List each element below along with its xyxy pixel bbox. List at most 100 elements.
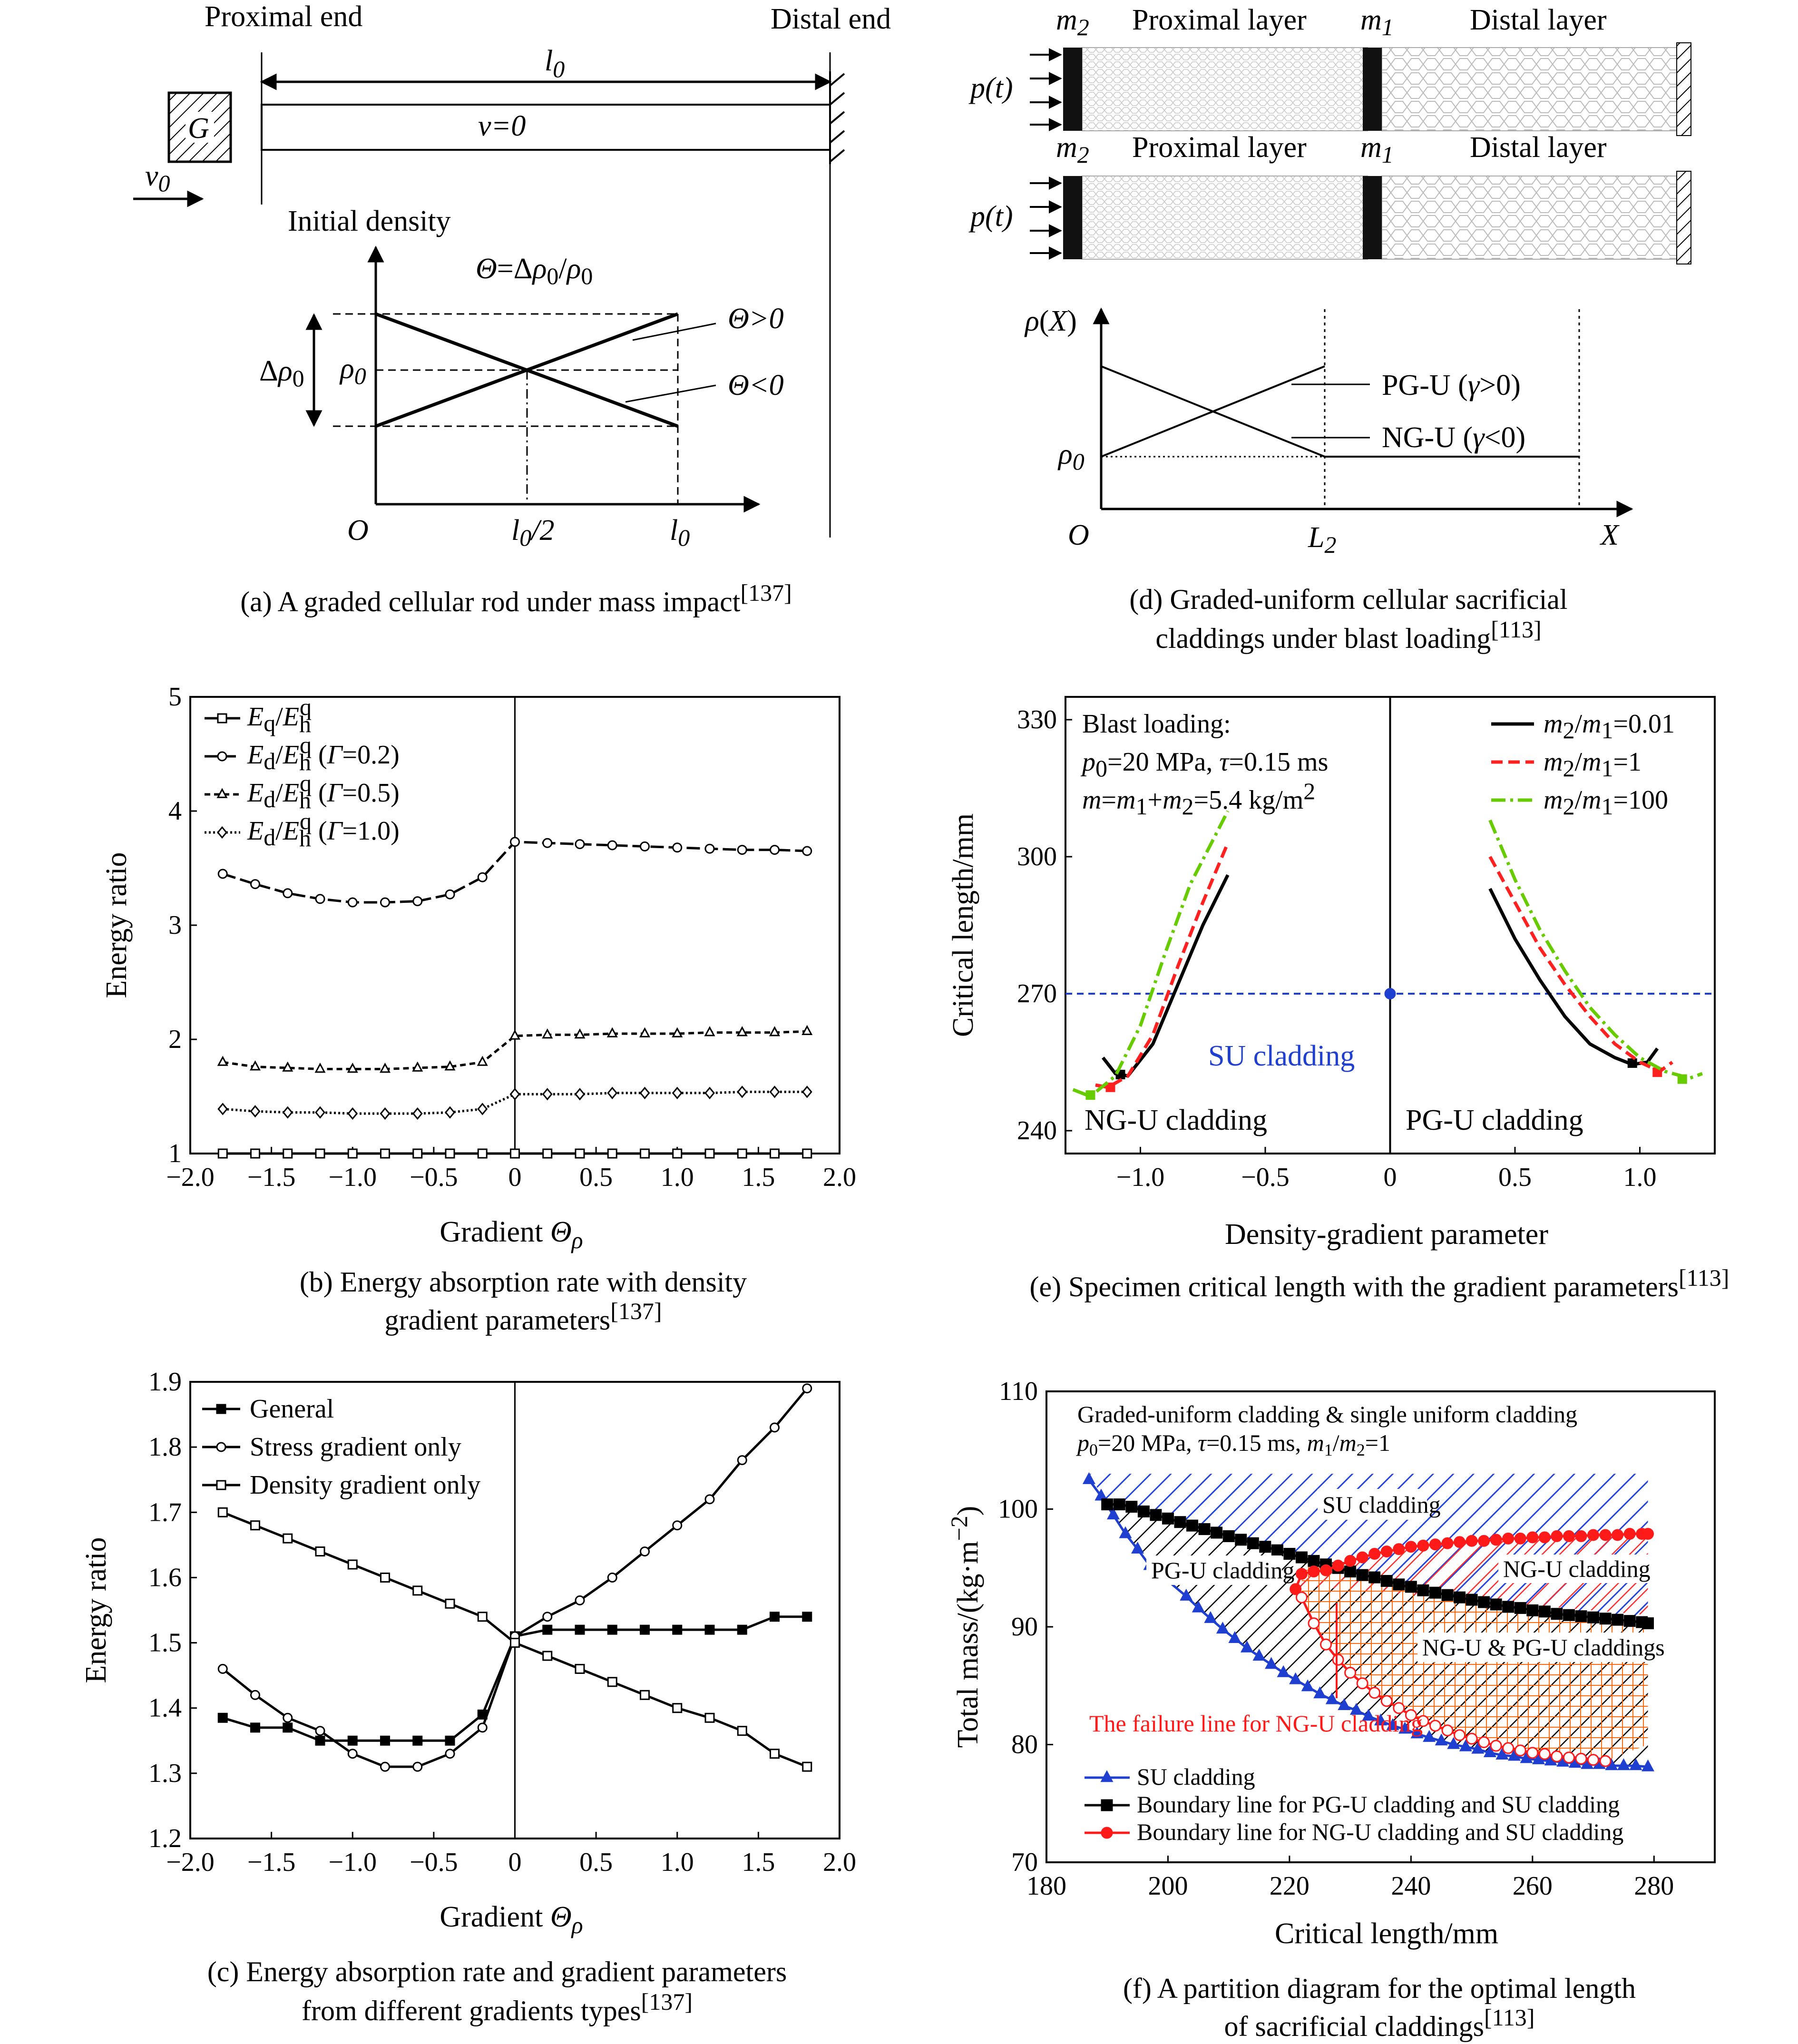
origin-label: O — [347, 514, 369, 547]
legend-marker — [217, 826, 227, 839]
series-e — [1065, 697, 1715, 1154]
series-b — [217, 697, 813, 1159]
data-point — [1495, 1747, 1509, 1760]
y-tick-label: 1.3 — [148, 1759, 182, 1788]
tick-labels-e: −1.0 −0.5 0 0.5 1.0 240 270 300 330 — [1017, 705, 1657, 1192]
data-point — [542, 1028, 553, 1039]
legend-marker — [1101, 1799, 1113, 1811]
data-point — [445, 1749, 455, 1759]
data-point — [1380, 1695, 1393, 1707]
x-tick-label: 2.0 — [823, 1848, 856, 1877]
y-tick-label: 3 — [168, 910, 182, 940]
data-point — [770, 1612, 780, 1622]
data-point — [575, 1148, 585, 1159]
caption-b-2: gradient parameters[137] — [384, 1298, 662, 1336]
x-axis-label-e: Density-gradient parameter — [1225, 1218, 1548, 1251]
data-point — [1435, 1733, 1448, 1746]
x-tick-label: −1.5 — [247, 1163, 296, 1192]
data-point — [1466, 1594, 1478, 1606]
ngu-region-label: NG-U cladding — [1503, 1555, 1651, 1582]
data-point — [1301, 1679, 1314, 1692]
data-point — [477, 1612, 488, 1622]
data-point — [575, 1088, 585, 1101]
caption-c-1: (c) Energy absorption rate and gradient … — [207, 1956, 787, 1987]
distal-layer-label-top: Distal layer — [1470, 4, 1607, 36]
data-point — [1538, 1748, 1551, 1760]
data-point — [1514, 1744, 1526, 1757]
distal-layer-label-bottom: Distal layer — [1470, 131, 1607, 164]
series-line — [1107, 1503, 1648, 1625]
data-point — [640, 1690, 650, 1700]
data-point — [217, 1056, 228, 1066]
pgu-label: PG-U (γ>0) — [1382, 369, 1521, 401]
y-tick-label: 2 — [168, 1025, 182, 1054]
y-tick-label: 1.7 — [148, 1497, 182, 1527]
data-point — [1259, 1541, 1271, 1553]
data-point — [704, 1086, 715, 1099]
data-point — [283, 1533, 293, 1544]
legend-b-row-0: Eq/Ehq — [247, 694, 312, 737]
data-point — [606, 1027, 618, 1037]
data-point — [1211, 1526, 1223, 1539]
cladding-top: m2 Proximal layer m1 Distal layer p(t) — [968, 4, 1691, 136]
data-point — [801, 1086, 812, 1098]
x-tick-label: 1.0 — [1623, 1163, 1657, 1192]
legend-c-row-1: Stress gradient only — [250, 1432, 461, 1462]
distal-end-label: Distal end — [771, 3, 891, 35]
data-point — [1101, 1498, 1114, 1511]
data-point — [1454, 1729, 1466, 1741]
data-point — [315, 1546, 325, 1557]
data-point — [283, 1148, 293, 1159]
data-point — [1563, 1751, 1575, 1764]
data-point — [1125, 1501, 1138, 1513]
legend-marker — [216, 1480, 226, 1490]
cladding-bottom: m2 Proximal layer m1 Distal layer p(t) — [968, 131, 1691, 264]
y-tick-label: 1.4 — [148, 1693, 182, 1723]
legend-c-row-0: General — [250, 1394, 334, 1424]
data-point — [1441, 1724, 1454, 1737]
caption-d-1: (d) Graded-uniform cellular sacrificial — [1129, 584, 1567, 615]
legend-c: General Stress gradient only Density gra… — [202, 1394, 480, 1500]
m1-label-top: m1 — [1360, 4, 1394, 40]
data-point — [1514, 1602, 1526, 1614]
data-point — [445, 1735, 455, 1746]
data-point — [640, 1546, 650, 1557]
data-point — [1526, 1531, 1539, 1544]
load-label-top: p(t) — [968, 72, 1013, 104]
end-length-label: l0 — [670, 514, 690, 551]
ngu-curve — [1102, 874, 1230, 1078]
data-point — [1417, 1539, 1429, 1552]
data-point — [412, 1061, 423, 1072]
data-point — [1405, 1541, 1417, 1553]
rho0-label: ρ0 — [339, 352, 366, 389]
x-tick-label: 0 — [508, 1163, 522, 1192]
data-point — [1332, 1653, 1344, 1666]
data-point — [1204, 1611, 1217, 1623]
data-point — [1252, 1649, 1266, 1661]
data-point — [1454, 1536, 1466, 1548]
data-point — [250, 1148, 260, 1159]
data-point — [575, 1595, 585, 1605]
data-point — [1447, 1737, 1460, 1749]
data-point — [542, 1612, 553, 1622]
data-point — [1374, 1713, 1388, 1726]
data-point — [1150, 1509, 1162, 1521]
data-point — [1502, 1742, 1515, 1754]
data-point — [1162, 1512, 1174, 1525]
data-point — [1490, 1598, 1502, 1611]
initial-density-label: Initial density — [288, 205, 451, 237]
data-point — [1641, 1759, 1655, 1771]
legend-marker — [217, 713, 227, 724]
caption-e: (e) Specimen critical length with the gr… — [1030, 1264, 1730, 1302]
pgu-curve — [1488, 856, 1673, 1074]
data-point — [1429, 1538, 1441, 1551]
data-point — [704, 1026, 715, 1037]
data-point — [445, 889, 455, 900]
data-point — [1417, 1584, 1429, 1596]
data-point — [542, 838, 553, 848]
half-length-label: l0/2 — [511, 514, 554, 551]
m1-label-bottom: m1 — [1360, 131, 1394, 168]
data-point — [380, 1735, 390, 1746]
data-point — [250, 1722, 260, 1733]
x-tick-label: 260 — [1513, 1871, 1553, 1901]
